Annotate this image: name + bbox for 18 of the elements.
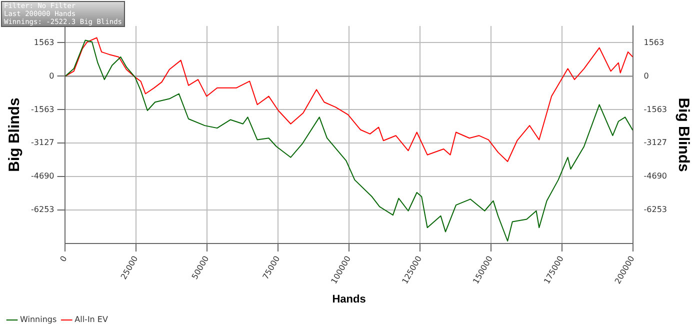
y-tick-label: 1563	[34, 38, 54, 47]
y-tick-label: -4690	[30, 172, 54, 181]
y2-tick-label: -4690	[644, 172, 668, 181]
x-tick-label: 0	[58, 254, 69, 264]
y-tick-label: -6253	[30, 205, 54, 214]
y2-tick-label: 1563	[644, 38, 664, 47]
y-axis-title: Big Blinds	[6, 98, 24, 172]
y2-tick-label: -3127	[644, 138, 668, 148]
y-tick-label: -3127	[30, 138, 54, 148]
legend-label: All-In EV	[74, 315, 108, 324]
legend-label: Winnings	[20, 315, 57, 324]
y2-tick-label: 0	[644, 71, 649, 80]
y2-tick-label: -6253	[644, 205, 668, 214]
y2-tick-label: -1563	[644, 104, 668, 114]
y-tick-label: 0	[49, 71, 54, 80]
y2-axis-title: Big Blinds	[674, 98, 692, 172]
y-tick-label: -1563	[30, 104, 54, 114]
x-axis-title: Hands	[332, 293, 366, 306]
